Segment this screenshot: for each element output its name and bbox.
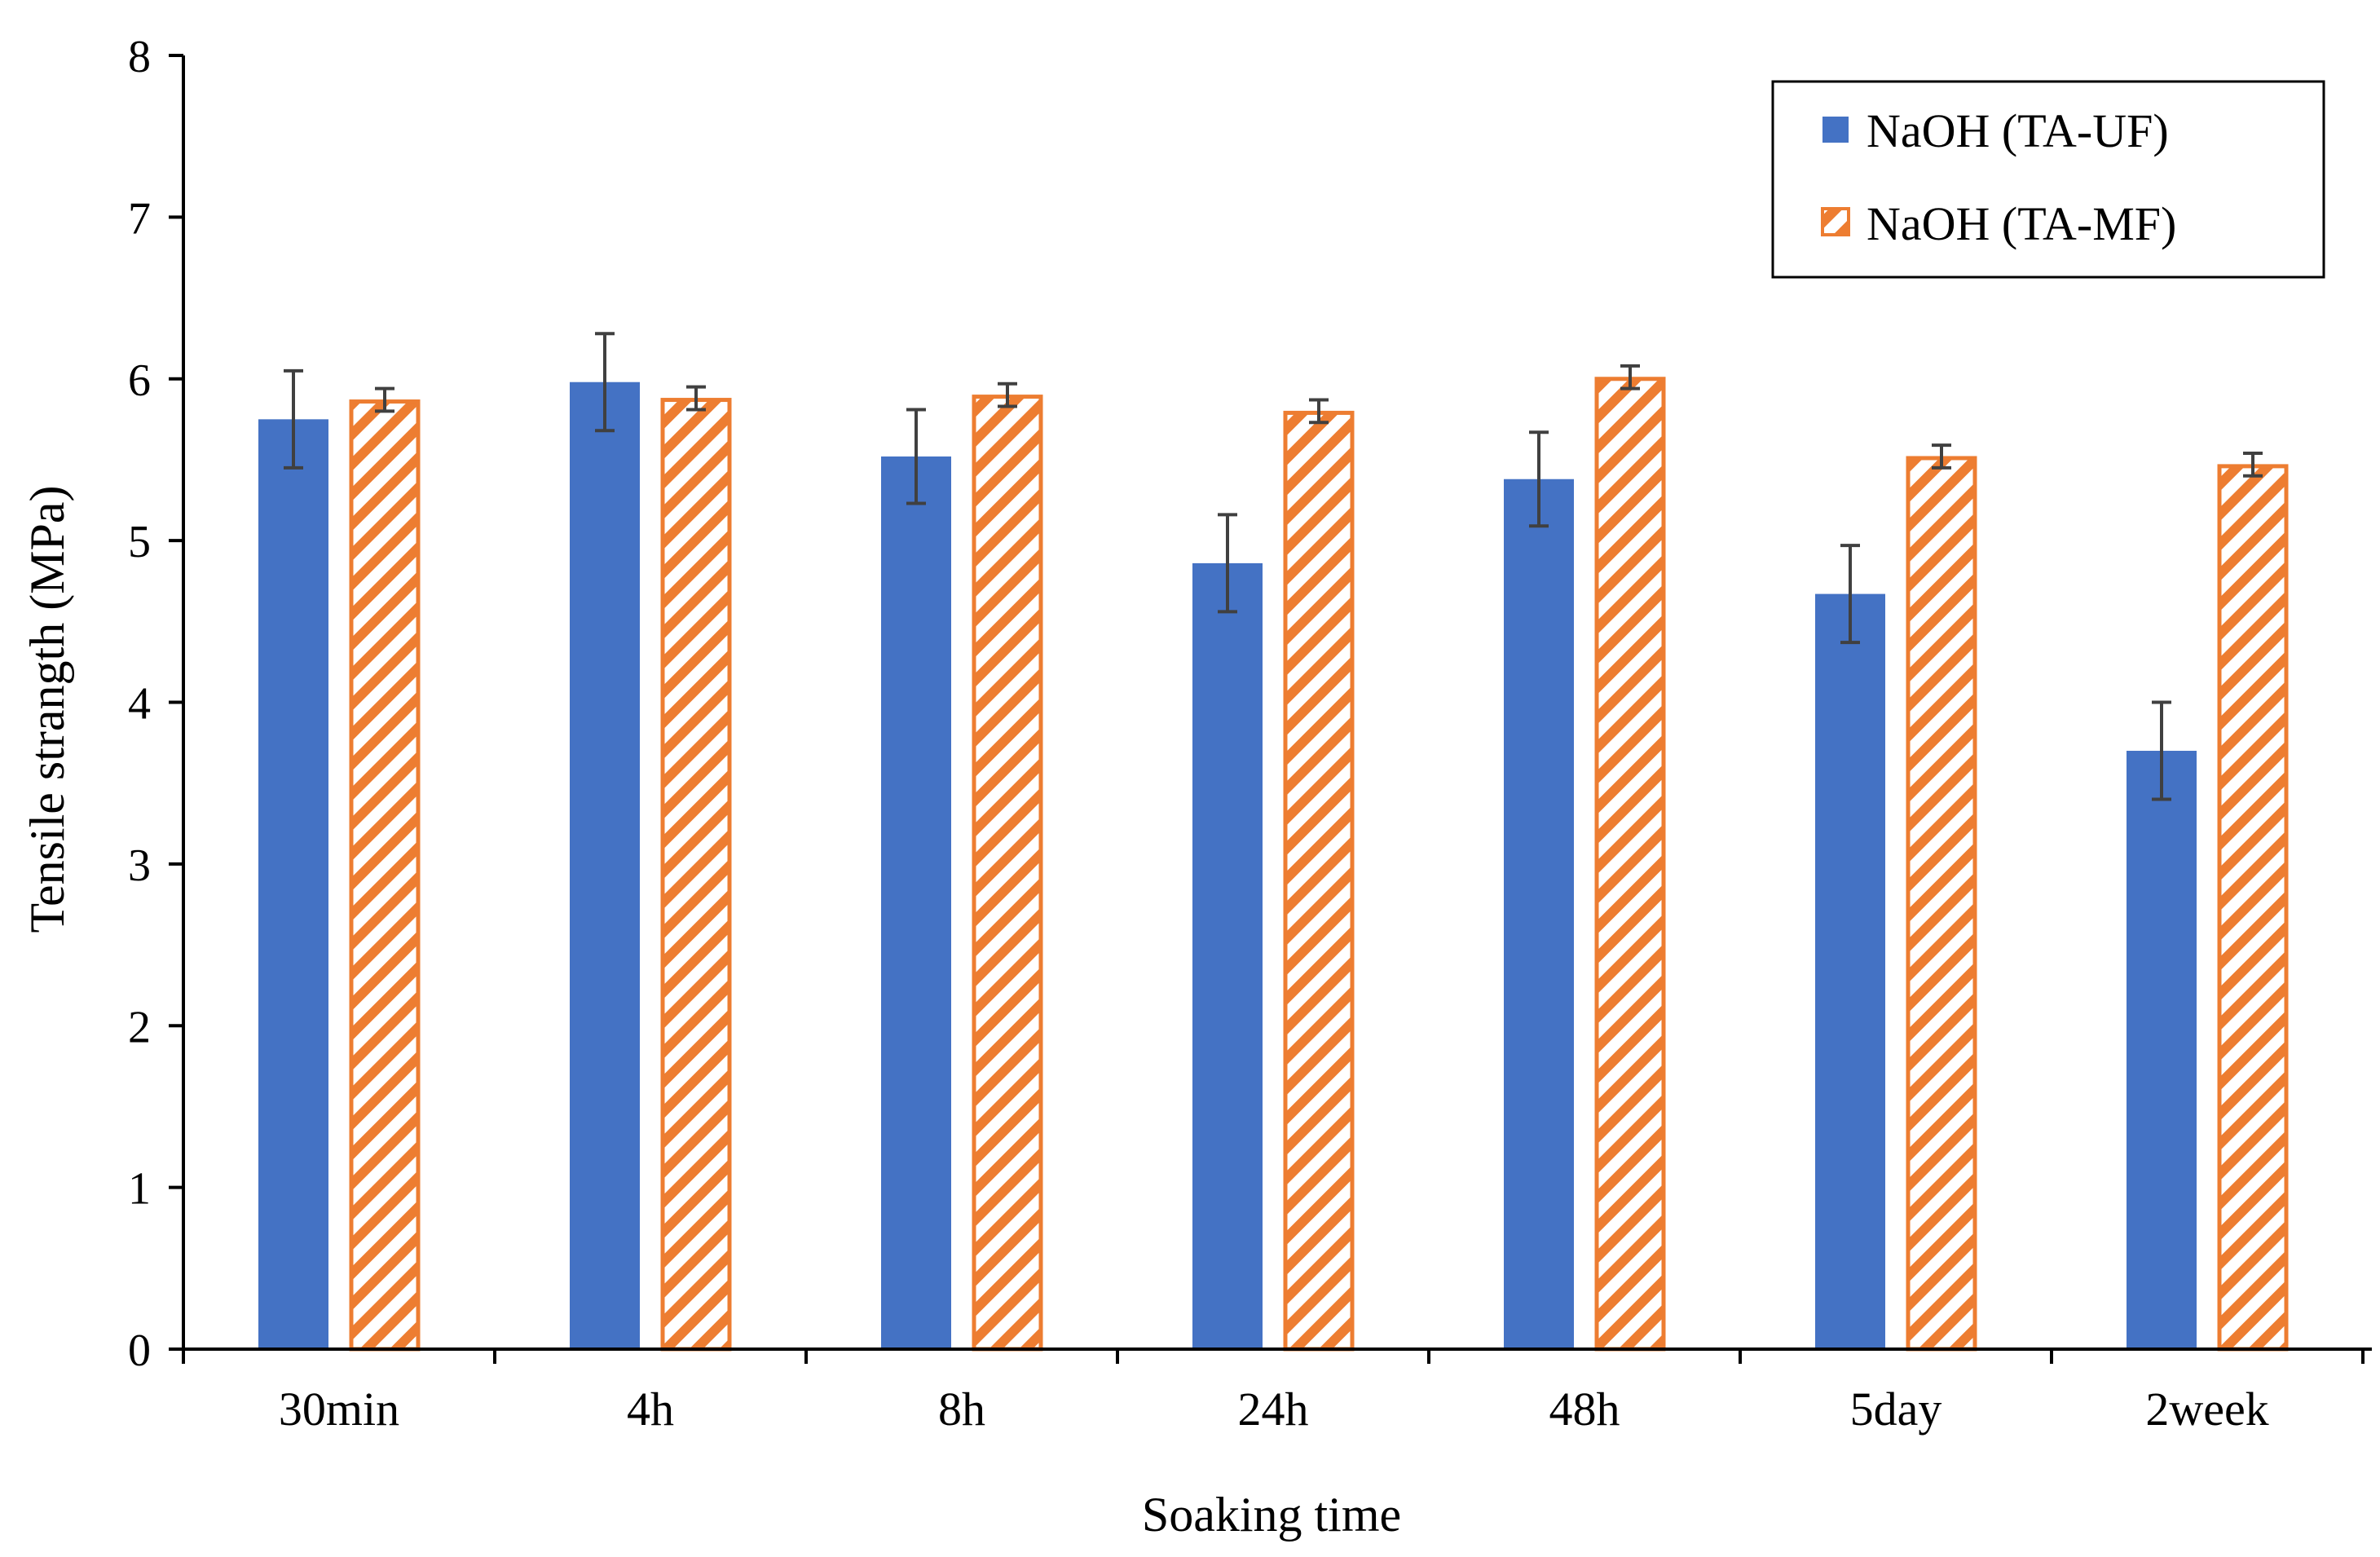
y-tick-label-7: 7 <box>128 193 151 244</box>
bar-ta-mf-4h <box>660 398 732 1352</box>
x-tick-label-24h: 24h <box>1238 1383 1309 1436</box>
y-tick-label-0: 0 <box>128 1325 151 1376</box>
bar-ta-mf-30min <box>349 399 421 1352</box>
legend-box <box>1771 80 2325 279</box>
plot-area <box>258 332 2289 1352</box>
x-tick-label-2week: 2week <box>2145 1383 2268 1436</box>
axes: 0 1 2 3 4 5 6 7 8 30min 4h 8h 24h 48h 5day 2week <box>128 32 2372 1436</box>
error-bar-ta-mf-48h <box>1620 364 1640 390</box>
y-tick-label-1: 1 <box>128 1164 151 1215</box>
x-tick-label-8h: 8h <box>938 1383 985 1436</box>
error-bar-ta-mf-2week <box>2243 452 2263 478</box>
y-tick-label-3: 3 <box>128 840 151 891</box>
error-bar-ta-uf-30min <box>284 368 303 470</box>
x-tick-label-5day: 5day <box>1850 1383 1942 1436</box>
y-tick-label-8: 8 <box>128 32 151 82</box>
error-bar-ta-uf-24h <box>1218 513 1237 614</box>
y-tick-label-2: 2 <box>128 1002 151 1052</box>
y-axis-title: Tensile strangth (MPa) <box>20 485 74 933</box>
legend-swatch-ta-uf <box>1822 117 1849 143</box>
bar-ta-uf-8h <box>881 456 951 1349</box>
error-bar-ta-uf-5day <box>1840 544 1860 645</box>
error-bar-ta-uf-4h <box>595 332 615 433</box>
x-tick-label-48h: 48h <box>1549 1383 1620 1436</box>
legend: NaOH (TA-UF) NaOH (TA-MF) <box>1771 80 2325 279</box>
legend-label-ta-uf: NaOH (TA-UF) <box>1867 104 2169 157</box>
error-bar-ta-mf-24h <box>1309 398 1329 425</box>
x-axis-title: Soaking time <box>1142 1488 1401 1542</box>
y-tick-label-4: 4 <box>128 679 151 730</box>
error-bar-ta-uf-8h <box>906 408 926 505</box>
y-tick-label-5: 5 <box>128 517 151 567</box>
y-tick-label-6: 6 <box>128 355 151 406</box>
bar-ta-uf-2week <box>2127 751 2197 1349</box>
error-bar-ta-uf-2week <box>2152 700 2171 801</box>
bar-ta-uf-4h <box>570 382 640 1349</box>
bar-ta-mf-24h <box>1283 410 1355 1352</box>
bar-ta-mf-2week <box>2217 464 2289 1352</box>
legend-label-ta-mf: NaOH (TA-MF) <box>1867 197 2176 250</box>
x-tick-label-30min: 30min <box>279 1383 399 1436</box>
x-tick-label-4h: 4h <box>627 1383 674 1436</box>
bar-ta-uf-30min <box>258 419 328 1349</box>
bar-ta-uf-24h <box>1192 562 1263 1349</box>
bar-ta-mf-5day <box>1906 456 1977 1352</box>
bar-ta-mf-48h <box>1594 377 1666 1352</box>
legend-swatch-ta-mf <box>1821 207 1850 236</box>
error-bar-ta-mf-5day <box>1932 443 1951 470</box>
error-bar-ta-mf-4h <box>686 385 706 412</box>
bar-ta-mf-8h <box>972 395 1043 1352</box>
error-bar-ta-mf-8h <box>998 382 1017 408</box>
error-bar-ta-uf-48h <box>1529 430 1549 528</box>
bar-ta-uf-48h <box>1504 479 1574 1350</box>
bar-ta-uf-5day <box>1815 593 1885 1349</box>
error-bar-ta-mf-30min <box>375 386 394 413</box>
